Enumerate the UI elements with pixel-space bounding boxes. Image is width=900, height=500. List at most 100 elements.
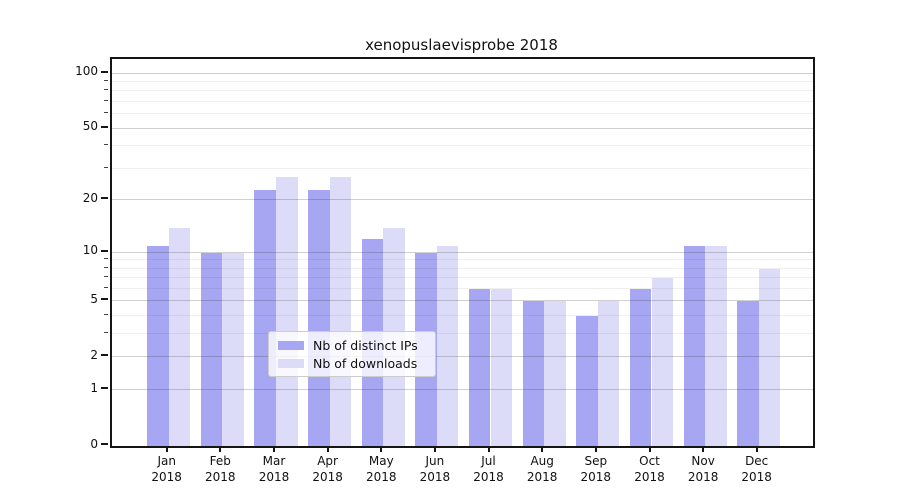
plot-area (110, 57, 815, 448)
gridline-minor-9 (112, 259, 813, 261)
y-minortick-30 (104, 166, 108, 168)
gridline-minor-4 (112, 315, 813, 317)
y-tick-50 (101, 125, 108, 128)
y-minortick-70 (104, 100, 108, 101)
y-tick-label-0: 0 (90, 436, 98, 451)
x-tick-nov (702, 446, 705, 452)
legend-entry-downloads: Nb of downloads (278, 357, 435, 370)
x-tick-label-feb: Feb 2018 (205, 454, 236, 484)
y-minortick-4 (104, 314, 108, 316)
y-tick-2 (101, 354, 108, 357)
y-tick-label-20: 20 (82, 190, 98, 205)
y-tick-label-2: 2 (90, 347, 98, 362)
bar-downloads-jul (490, 289, 513, 446)
y-minortick-80 (104, 89, 108, 91)
bar-distinct-ips-oct (629, 289, 652, 446)
bar-distinct-ips-aug (522, 301, 545, 446)
x-tick-label-oct: Oct 2018 (634, 454, 665, 484)
bar-distinct-ips-jan (147, 245, 169, 446)
x-tick-label-apr: Apr 2018 (312, 454, 343, 484)
x-tick-label-aug: Aug 2018 (526, 454, 558, 484)
y-tick-20 (101, 197, 108, 200)
x-tick-label-jul: Jul 2018 (473, 454, 504, 484)
x-tick-jul (487, 446, 490, 452)
bar-downloads-apr (329, 177, 352, 446)
y-tick-0 (101, 443, 108, 445)
legend-swatch-downloads (278, 358, 304, 368)
bar-downloads-feb (222, 252, 244, 446)
bar-distinct-ips-sep (576, 316, 598, 446)
bar-downloads-jan (168, 227, 191, 446)
bar-downloads-nov (705, 245, 727, 446)
y-tick-1 (101, 387, 108, 390)
gridline-minor-80 (112, 90, 813, 92)
bar-distinct-ips-nov (683, 245, 706, 446)
y-tick-label-100: 100 (75, 64, 98, 79)
gridline-5 (112, 300, 813, 302)
x-tick-dec (755, 446, 758, 452)
y-tick-100 (101, 70, 108, 73)
legend-entry-distinct-ips: Nb of distinct IPs (278, 339, 435, 352)
gridline-50 (112, 127, 813, 129)
x-tick-label-jan: Jan 2018 (151, 454, 182, 484)
y-minortick-9 (104, 258, 108, 260)
gridline-minor-6 (112, 288, 813, 289)
x-tick-sep (594, 446, 597, 452)
x-tick-label-nov: Nov 2018 (687, 454, 719, 484)
legend: Nb of distinct IPs Nb of downloads (268, 331, 436, 377)
y-minortick-7 (104, 276, 108, 278)
y-tick-label-50: 50 (82, 119, 98, 134)
gridline-minor-90 (112, 81, 813, 82)
gridline-20 (112, 199, 813, 201)
x-tick-label-dec: Dec 2018 (741, 454, 772, 484)
x-tick-aug (541, 446, 544, 452)
chart-title: xenopuslaevisprobe 2018 (365, 36, 558, 54)
x-tick-label-mar: Mar 2018 (258, 454, 290, 484)
x-tick-apr (326, 446, 329, 452)
bar-downloads-mar (276, 177, 298, 446)
gridline-minor-40 (112, 145, 813, 147)
bar-downloads-oct (651, 278, 674, 446)
bar-distinct-ips-apr (308, 189, 330, 446)
x-tick-label-may: May 2018 (366, 454, 397, 484)
bar-downloads-jun (436, 245, 459, 446)
x-tick-may (380, 446, 383, 452)
legend-label-distinct-ips: Nb of distinct IPs (313, 337, 418, 353)
x-tick-jan (165, 446, 168, 452)
x-tick-mar (273, 446, 275, 452)
x-tick-label-sep: Sep 2018 (580, 454, 612, 484)
x-tick-feb (219, 446, 222, 452)
x-tick-jun (433, 446, 436, 452)
y-minortick-90 (104, 80, 108, 81)
gridline-minor-30 (112, 167, 813, 169)
gridline-minor-60 (112, 113, 813, 115)
bar-downloads-aug (544, 301, 566, 446)
y-minortick-3 (104, 332, 108, 334)
gridline-minor-3 (112, 333, 813, 335)
bar-distinct-ips-feb (200, 252, 223, 446)
gridline-10 (112, 251, 813, 253)
x-tick-oct (648, 446, 651, 452)
gridline-minor-7 (112, 277, 813, 279)
y-tick-5 (101, 298, 108, 301)
y-minortick-8 (104, 266, 108, 268)
bar-distinct-ips-mar (254, 189, 276, 446)
y-tick-label-10: 10 (82, 243, 98, 257)
bar-distinct-ips-dec (737, 301, 759, 446)
y-minortick-60 (104, 112, 108, 114)
gridline-100 (112, 72, 813, 74)
bar-downloads-sep (597, 301, 620, 446)
y-minortick-40 (104, 144, 108, 146)
legend-swatch-distinct-ips (278, 340, 304, 350)
y-minortick-6 (104, 287, 108, 288)
y-tick-label-1: 1 (90, 380, 98, 395)
legend-label-downloads: Nb of downloads (313, 355, 418, 371)
y-tick-label-5: 5 (90, 291, 98, 306)
gridline-minor-70 (112, 101, 813, 102)
gridline-2 (112, 356, 813, 358)
x-tick-label-jun: Jun 2018 (419, 454, 451, 484)
gridline-minor-8 (112, 267, 813, 269)
bar-downloads-dec (758, 268, 781, 446)
bar-distinct-ips-jul (468, 289, 491, 446)
